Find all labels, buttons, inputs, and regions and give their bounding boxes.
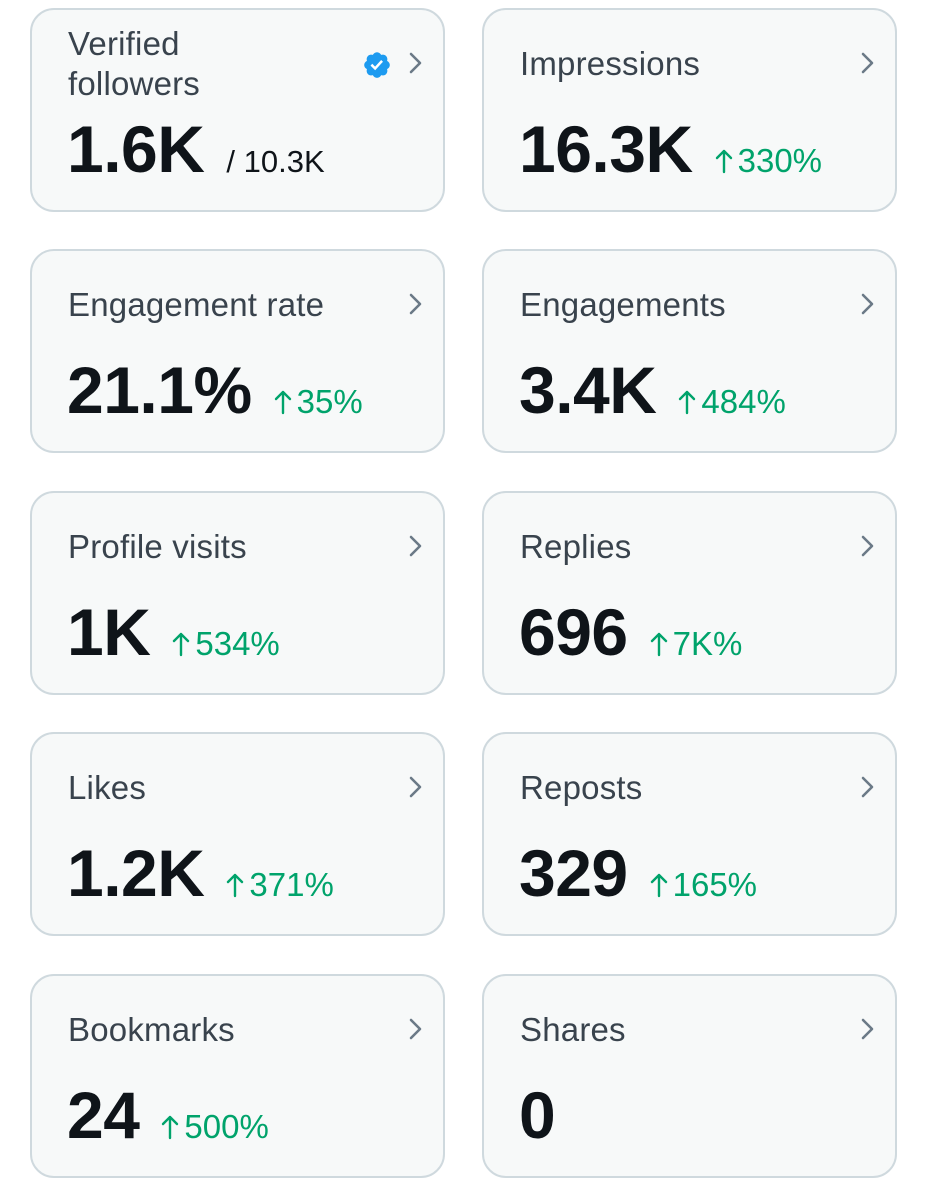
metric-delta: 500%	[161, 1108, 269, 1146]
metric-value: 24	[67, 1078, 140, 1152]
metric-value: 329	[519, 836, 628, 910]
metric-card-verified-followers[interactable]: Verified followers 1.6K / 10.3K	[30, 8, 445, 212]
arrow-up-icon	[274, 390, 291, 415]
chevron-right-icon	[409, 1018, 422, 1040]
metric-delta-value: 330%	[737, 142, 823, 179]
metric-value-row: 1K 534%	[67, 597, 280, 667]
metric-delta: 534%	[172, 625, 280, 663]
metric-card-impressions[interactable]: Impressions 16.3K 330%	[482, 8, 897, 212]
metric-delta-value: 35%	[296, 383, 363, 420]
metric-delta-value: 7K%	[672, 625, 743, 662]
metric-label: Profile visits	[68, 528, 247, 565]
metric-value-row: 1.6K / 10.3K	[67, 114, 325, 184]
metric-delta-value: 500%	[184, 1108, 269, 1145]
metric-value-row: 24 500%	[67, 1080, 269, 1150]
verified-badge-icon	[364, 52, 390, 78]
metric-card-engagement-rate[interactable]: Engagement rate 21.1% 35%	[30, 249, 445, 453]
metric-label: Replies	[520, 528, 632, 565]
metric-card-profile-visits[interactable]: Profile visits 1K 534%	[30, 491, 445, 695]
metric-value-row: 696 7K%	[519, 597, 742, 667]
metric-value-row: 16.3K 330%	[519, 114, 822, 184]
chevron-right-icon	[409, 776, 422, 798]
metric-delta: 371%	[226, 866, 334, 904]
metric-label: Bookmarks	[68, 1011, 235, 1048]
metric-delta-value: 534%	[195, 625, 280, 662]
metric-value: 1K	[67, 595, 151, 669]
metric-delta: 165%	[650, 866, 757, 904]
metric-value: 16.3K	[519, 112, 693, 186]
metric-card-engagements[interactable]: Engagements 3.4K 484%	[482, 249, 897, 453]
metric-delta-value: 165%	[672, 866, 758, 903]
metric-value: 21.1%	[67, 353, 252, 427]
metric-label: Verified followers	[68, 25, 201, 102]
arrow-up-icon	[173, 632, 190, 657]
metric-value: 1.6K	[67, 112, 205, 186]
metric-delta: 35%	[274, 383, 363, 421]
chevron-right-icon	[409, 535, 422, 557]
metric-value-row: 329 165%	[519, 838, 757, 908]
metric-total: / 10.3K	[226, 144, 325, 179]
metric-value-row: 3.4K 484%	[519, 355, 786, 425]
metric-card-bookmarks[interactable]: Bookmarks 24 500%	[30, 974, 445, 1178]
metric-value: 0	[519, 1078, 556, 1152]
chevron-right-icon	[409, 52, 422, 74]
metric-card-likes[interactable]: Likes 1.2K 371%	[30, 732, 445, 936]
arrow-up-icon	[227, 873, 244, 898]
arrow-up-icon	[715, 149, 732, 174]
metric-delta-value: 371%	[249, 866, 334, 903]
metric-value: 3.4K	[519, 353, 657, 427]
chevron-right-icon	[861, 1018, 874, 1040]
chevron-right-icon	[861, 293, 874, 315]
metric-value: 1.2K	[67, 836, 205, 910]
metric-label: Engagements	[520, 286, 726, 323]
arrow-up-icon	[162, 1115, 179, 1140]
metric-card-replies[interactable]: Replies 696 7K%	[482, 491, 897, 695]
metric-delta: 484%	[678, 383, 786, 421]
metric-value-row: 0	[519, 1078, 556, 1152]
metric-label: Likes	[68, 769, 147, 806]
metric-delta: 7K%	[650, 625, 743, 663]
arrow-up-icon	[679, 390, 696, 415]
metric-value: 696	[519, 595, 628, 669]
arrow-up-icon	[650, 632, 667, 657]
metric-delta-value: 484%	[701, 383, 786, 420]
chevron-right-icon	[861, 776, 874, 798]
chevron-right-icon	[861, 535, 874, 557]
chevron-right-icon	[861, 52, 874, 74]
metric-label: Reposts	[520, 769, 643, 806]
metric-label: Shares	[520, 1011, 626, 1048]
metric-label: Engagement rate	[68, 286, 325, 323]
metric-card-reposts[interactable]: Reposts 329 165%	[482, 732, 897, 936]
metric-value-row: 1.2K 371%	[67, 838, 334, 908]
arrow-up-icon	[650, 873, 667, 898]
chevron-right-icon	[409, 293, 422, 315]
metric-value-row: 21.1% 35%	[67, 355, 363, 425]
metric-label: Impressions	[520, 45, 701, 82]
metric-delta: 330%	[715, 142, 822, 180]
metric-card-shares[interactable]: Shares 0	[482, 974, 897, 1178]
